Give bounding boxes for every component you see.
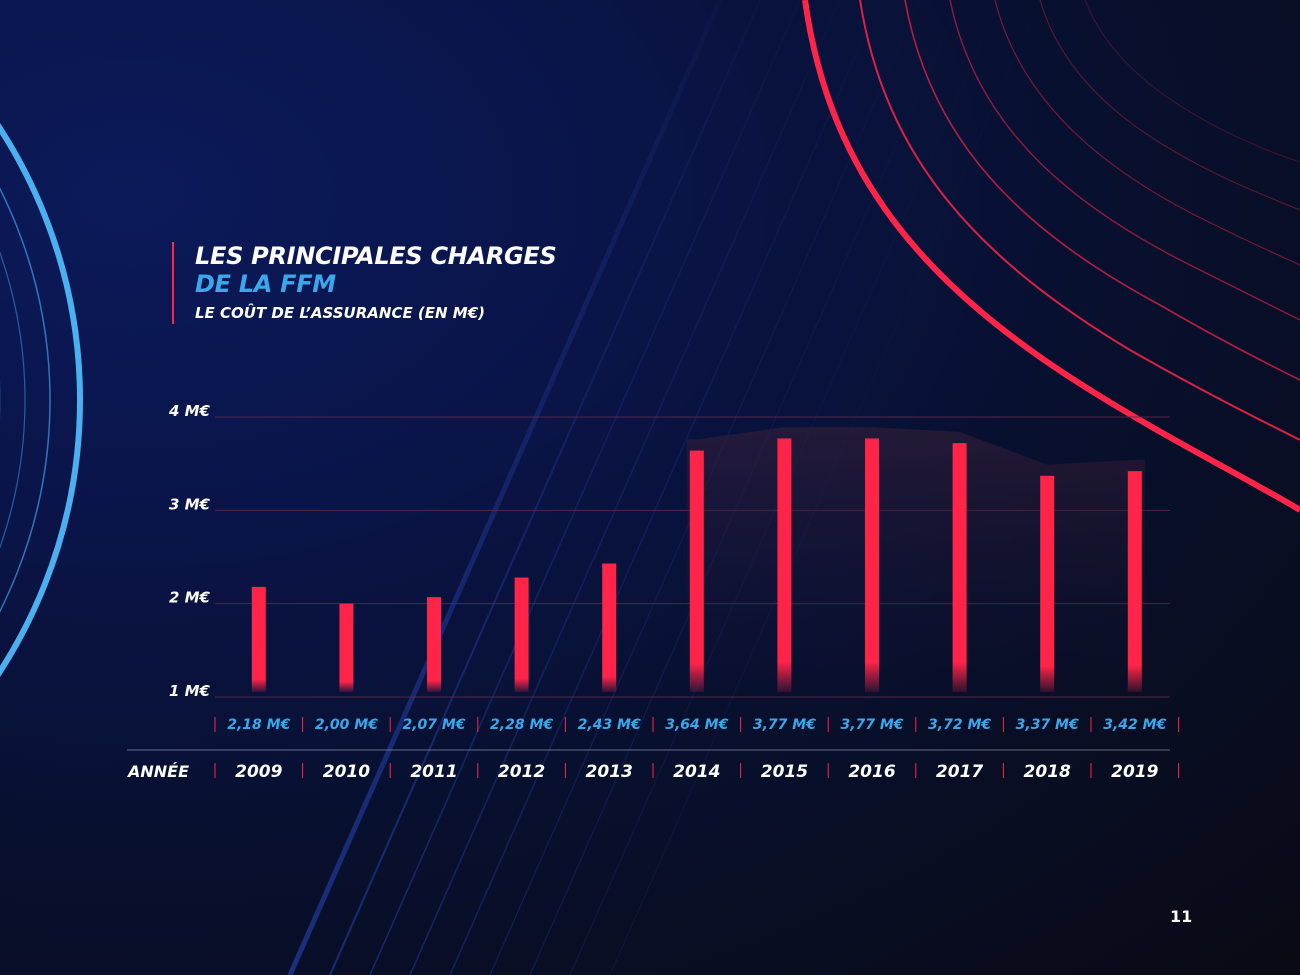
x-tick-label: 2013 — [586, 762, 633, 782]
value-label: 2,43 M€ — [578, 717, 641, 733]
bar-2009 — [251, 586, 266, 692]
x-tick-label: 2019 — [1111, 762, 1158, 782]
bar-2011 — [427, 597, 441, 692]
page-number: 11 — [1170, 907, 1193, 926]
value-label: 3,42 M€ — [1103, 717, 1166, 733]
bar-2013 — [602, 563, 617, 692]
bar-2017 — [952, 443, 967, 692]
chart-title-block: LES PRINCIPALES CHARGES DE LA FFM LE COÛ… — [172, 242, 557, 324]
y-tick-label: 4 M€ — [168, 402, 211, 420]
value-label: 3,64 M€ — [665, 717, 728, 733]
value-label: 3,77 M€ — [753, 717, 816, 733]
value-label: 2,18 M€ — [227, 717, 290, 733]
x-tick-label: 2010 — [323, 762, 370, 782]
value-label: 2,28 M€ — [490, 717, 553, 733]
bar-2015 — [777, 438, 792, 692]
value-label: 3,72 M€ — [928, 717, 991, 733]
x-tick-label: 2011 — [410, 762, 457, 782]
x-tick-label: 2015 — [761, 762, 808, 782]
bar-2010 — [339, 603, 354, 692]
x-tick-label: 2012 — [498, 762, 545, 782]
axis-layer: ANNÉE 2009 2010 2011 2012 2013 2014 2015 2016 201… — [126, 749, 1180, 782]
x-axis-title: ANNÉE — [126, 762, 189, 781]
bar-2014 — [689, 450, 704, 692]
left-blue-arcs — [0, 123, 83, 677]
bar-2019 — [1127, 471, 1142, 692]
x-tick-label: 2016 — [848, 762, 895, 782]
y-tick-label: 1 M€ — [169, 682, 211, 700]
x-tick-label: 2009 — [235, 762, 282, 782]
bar-2012 — [514, 577, 529, 692]
value-label: 2,00 M€ — [315, 717, 378, 733]
diagonal-blue-lines — [287, 0, 1041, 975]
bar-2016 — [865, 438, 879, 692]
red-curves — [802, 0, 1300, 513]
value-label: 3,77 M€ — [840, 717, 903, 733]
x-tick-label: 2018 — [1024, 762, 1071, 782]
bar-layer — [251, 438, 1142, 692]
label-layer: 2,18 M€ 2,00 M€ 2,07 M€ 2,28 M€ 2,43 M€ 3,64 … — [214, 717, 1180, 733]
x-tick-label: 2014 — [673, 762, 720, 782]
area-layer — [686, 427, 1145, 697]
background-area — [686, 427, 1145, 697]
chart-title-line1: LES PRINCIPALES CHARGES — [195, 242, 557, 270]
value-label: 2,07 M€ — [402, 717, 465, 733]
value-label: 3,37 M€ — [1016, 717, 1079, 733]
y-tick-label: 3 M€ — [169, 495, 211, 513]
x-tick-label: 2017 — [936, 762, 983, 782]
chart-subtitle: LE COÛT DE L’ASSURANCE (EN M€) — [195, 304, 486, 322]
bar-2018 — [1040, 475, 1055, 692]
chart-title-line2: DE LA FFM — [195, 270, 336, 298]
y-tick-label: 2 M€ — [169, 589, 211, 607]
